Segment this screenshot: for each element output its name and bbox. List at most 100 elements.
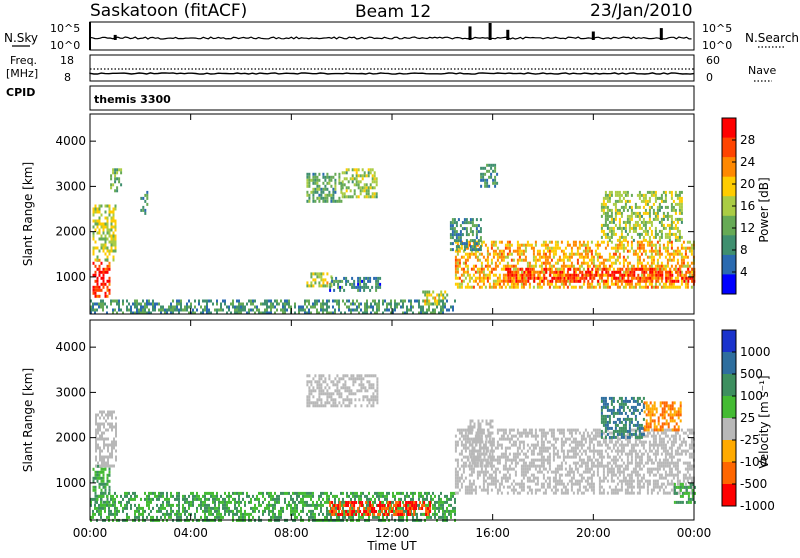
echo-cell	[663, 265, 665, 268]
echo-cell	[184, 309, 186, 312]
echo-cell	[354, 377, 356, 380]
echo-cell	[505, 480, 507, 483]
echo-cell	[375, 280, 377, 283]
echo-cell	[166, 504, 168, 507]
echo-cell	[350, 516, 352, 519]
echo-cell	[655, 244, 657, 247]
echo-cell	[101, 456, 103, 459]
echo-cell	[519, 444, 521, 447]
echo-cell	[374, 174, 376, 177]
echo-cell	[228, 495, 230, 498]
echo-cell	[368, 171, 370, 174]
echo-cell	[617, 194, 619, 197]
echo-cell	[324, 404, 326, 407]
echo-cell	[322, 389, 324, 392]
echo-cell	[362, 386, 364, 389]
echo-cell	[362, 492, 364, 495]
echo-cell	[373, 510, 375, 513]
echo-cell	[687, 268, 689, 271]
echo-cell	[503, 486, 505, 489]
echo-cell	[374, 398, 376, 401]
echo-cell	[474, 239, 476, 242]
echo-cell	[635, 212, 637, 215]
echo-cell	[114, 180, 116, 183]
echo-cell	[99, 423, 101, 426]
echo-cell	[204, 306, 206, 309]
echo-cell	[653, 244, 655, 247]
echo-cell	[605, 224, 607, 227]
nave-label: Nave	[748, 64, 776, 77]
echo-cell	[386, 516, 388, 519]
echo-cell	[113, 465, 115, 468]
echo-cell	[424, 498, 426, 501]
echo-cell	[679, 239, 681, 242]
echo-cell	[101, 462, 103, 465]
echo-cell	[166, 309, 168, 312]
echo-cell	[543, 244, 545, 247]
echo-cell	[659, 250, 661, 253]
echo-cell	[461, 280, 463, 283]
echo-cell	[376, 392, 378, 395]
echo-cell	[611, 221, 613, 224]
echo-cell	[535, 277, 537, 280]
echo-cell	[368, 306, 370, 309]
echo-cell	[685, 253, 687, 256]
echo-cell	[180, 513, 182, 516]
echo-cell	[667, 247, 669, 250]
echo-cell	[355, 501, 357, 504]
echo-cell	[611, 230, 613, 233]
echo-cell	[615, 250, 617, 253]
echo-cell	[657, 241, 659, 244]
echo-cell	[220, 501, 222, 504]
echo-cell	[671, 265, 673, 268]
echo-cell	[472, 221, 474, 224]
echo-cell	[685, 283, 687, 286]
echo-cell	[633, 224, 635, 227]
echo-cell	[348, 186, 350, 189]
echo-cell	[186, 498, 188, 501]
echo-cell	[651, 194, 653, 197]
echo-cell	[458, 218, 460, 221]
echo-cell	[465, 438, 467, 441]
echo-cell	[667, 250, 669, 253]
echo-cell	[214, 501, 216, 504]
echo-cell	[310, 179, 312, 182]
echo-cell	[107, 450, 109, 453]
echo-cell	[507, 265, 509, 268]
echo-cell	[351, 504, 353, 507]
echo-cell	[455, 435, 457, 438]
echo-cell	[545, 244, 547, 247]
echo-cell	[188, 507, 190, 510]
echo-cell	[102, 309, 104, 312]
echo-cell	[465, 462, 467, 465]
echo-cell	[176, 492, 178, 495]
echo-cell	[637, 221, 639, 224]
echo-cell	[134, 495, 136, 498]
echo-cell	[577, 262, 579, 265]
echo-cell	[621, 280, 623, 283]
echo-cell	[381, 504, 383, 507]
echo-cell	[310, 383, 312, 386]
echo-cell	[288, 306, 290, 309]
echo-cell	[326, 498, 328, 501]
echo-cell	[483, 280, 485, 283]
echo-cell	[318, 200, 320, 203]
echo-cell	[463, 447, 465, 450]
echo-cell	[140, 306, 142, 309]
echo-cell	[93, 235, 95, 238]
echo-cell	[399, 513, 401, 516]
echo-cell	[304, 495, 306, 498]
echo-cell	[460, 242, 462, 245]
echo-cell	[655, 233, 657, 236]
echo-cell	[242, 309, 244, 312]
echo-cell	[280, 513, 282, 516]
echo-cell	[613, 268, 615, 271]
echo-cell	[511, 468, 513, 471]
echo-cell	[479, 453, 481, 456]
power-echo-region	[93, 259, 111, 298]
echo-cell	[314, 300, 316, 303]
echo-cell	[352, 300, 354, 303]
echo-cell	[619, 221, 621, 224]
echo-cell	[491, 477, 493, 480]
echo-cell	[649, 271, 651, 274]
